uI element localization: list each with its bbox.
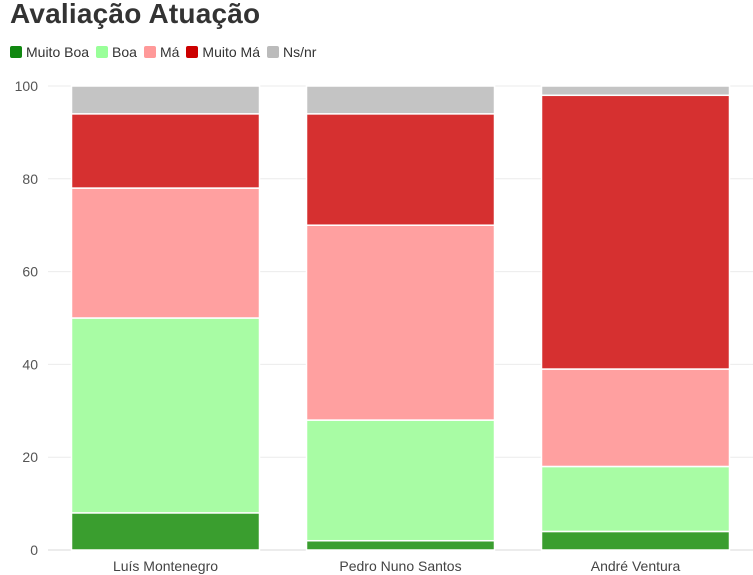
legend-item-muito-boa[interactable]: Muito Boa [10, 44, 89, 60]
legend-swatch-ns-nr [267, 46, 279, 58]
legend-label-ns-nr: Ns/nr [283, 44, 317, 60]
y-axis-ticks: 0 20 40 60 80 100 [15, 78, 39, 558]
bar-andre-ventura-muito-boa[interactable] [540, 530, 731, 551]
legend-swatch-muito-boa [10, 46, 22, 58]
bar-pedro-nuno-santos-muito-boa[interactable] [305, 539, 496, 551]
legend-label-ma: Má [159, 44, 180, 60]
bar-pedro-nuno-santos-ma[interactable] [305, 224, 496, 421]
legend-label-boa: Boa [112, 44, 137, 60]
y-tick-label: 80 [22, 171, 38, 187]
y-tick-label: 100 [15, 78, 39, 94]
legend-label-muito-ma: Muito Má [202, 44, 260, 60]
bar-luis-montenegro-boa[interactable] [70, 317, 261, 514]
bar-luis-montenegro-ns-nr[interactable] [70, 85, 261, 115]
bar-andre-ventura-ma[interactable] [540, 368, 731, 468]
legend: Muito Boa Boa Má Muito Má Ns/nr [10, 44, 323, 60]
chart-title: Avaliação Atuação [10, 0, 261, 29]
y-tick-label: 60 [22, 264, 38, 280]
legend-swatch-muito-ma [186, 46, 199, 58]
legend-item-ns-nr[interactable]: Ns/nr [267, 44, 316, 60]
bar-pedro-nuno-santos-ns-nr[interactable] [305, 85, 496, 115]
bar-andre-ventura-boa[interactable] [540, 465, 731, 533]
legend-item-ma[interactable]: Má [143, 44, 180, 60]
y-tick-label: 40 [22, 356, 38, 372]
legend-swatch-ma [143, 46, 156, 58]
y-tick-label: 0 [30, 542, 38, 558]
bar-andre-ventura-ns-nr[interactable] [540, 85, 731, 97]
bar-luis-montenegro-ma[interactable] [70, 187, 261, 319]
bars [70, 85, 731, 551]
legend-swatch-boa [96, 46, 109, 58]
bar-luis-montenegro-muito-ma[interactable] [70, 113, 261, 189]
legend-item-muito-ma[interactable]: Muito Má [186, 44, 260, 60]
bar-andre-ventura-muito-ma[interactable] [540, 94, 731, 370]
x-label-pedro-nuno-santos: Pedro Nuno Santos [339, 558, 461, 574]
y-tick-label: 20 [22, 449, 38, 465]
legend-item-boa[interactable]: Boa [96, 44, 137, 60]
bar-pedro-nuno-santos-boa[interactable] [305, 419, 496, 542]
x-label-andre-ventura: André Ventura [591, 558, 681, 574]
bar-luis-montenegro-muito-boa[interactable] [70, 512, 261, 551]
legend-label-muito-boa: Muito Boa [26, 44, 90, 60]
x-axis-labels: Luís Montenegro Pedro Nuno Santos André Ve… [113, 558, 681, 574]
x-label-luis-montenegro: Luís Montenegro [113, 558, 218, 574]
bar-pedro-nuno-santos-muito-ma[interactable] [305, 113, 496, 226]
